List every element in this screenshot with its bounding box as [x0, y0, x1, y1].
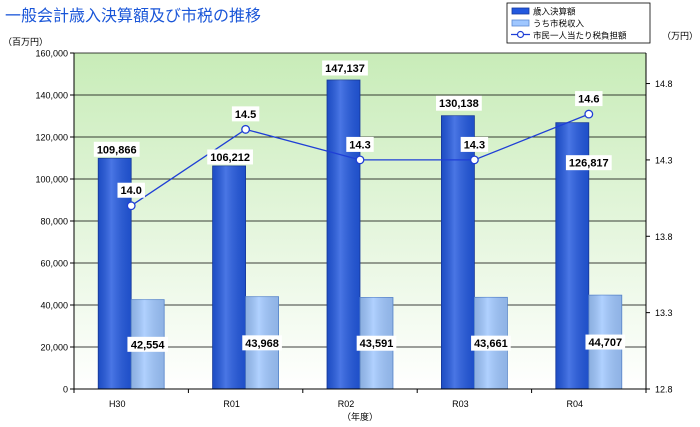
tax-burden-point-h30 — [126, 201, 136, 211]
y-tick-label: 160,000 — [35, 49, 68, 59]
data-label-revenue-r02-box — [322, 60, 368, 76]
legend-label-tax-burden: 市民一人当たり税負担額 — [533, 31, 627, 42]
data-label-tax-burden-r01-box — [231, 106, 260, 122]
data-label-tax-burden-r04-text: 14.6 — [578, 94, 599, 106]
data-label-tax-burden-h30: 14.0 — [117, 182, 145, 198]
y-tick-label: 100,000 — [35, 175, 68, 185]
data-label-revenue-r01: 106,212 — [207, 149, 253, 165]
data-label-tax-burden-r03-box — [460, 136, 489, 152]
data-label-tax-burden-h30-text: 14.0 — [120, 185, 141, 197]
data-label-tax-burden-r01: 14.5 — [231, 106, 260, 122]
y-tick-label: 80,000 — [40, 217, 68, 227]
data-label-revenue-r01-text: 106,212 — [210, 152, 250, 164]
y-tick-label: 20,000 — [40, 343, 68, 353]
data-label-city-tax-h30-text: 42,554 — [131, 339, 166, 351]
y-axis: 0 20,000 40,000 60,000 80,000 100,000 120,000 1… — [35, 49, 74, 395]
y2-tick-label: 13.3 — [655, 308, 673, 318]
data-label-tax-burden-r03: 14.3 — [460, 136, 489, 152]
y-tick-label: 120,000 — [35, 133, 68, 143]
data-label-tax-burden-r02: 14.3 — [346, 136, 374, 152]
bar-revenue-r01 — [212, 165, 247, 390]
data-label-tax-burden-r04: 14.6 — [575, 91, 603, 107]
legend-label-city-tax: うち市税収入 — [533, 19, 585, 30]
x-tick-label: R02 — [338, 399, 355, 409]
data-label-revenue-r04-box — [565, 155, 612, 171]
data-label-revenue-r04-text: 126,817 — [569, 158, 609, 170]
data-label-city-tax-h30: 42,554 — [127, 336, 168, 352]
tax-burden-point-r04 — [584, 109, 594, 119]
data-label-city-tax-r03-box — [471, 335, 511, 351]
data-label-revenue-r03: 130,138 — [436, 95, 482, 111]
legend: 歳入決算額 うち市税収入 市民一人当たり税負担額 — [506, 2, 651, 44]
x-axis: H30 R01 R02 R03 R04 — [73, 389, 647, 409]
y2-tick-label: 13.8 — [655, 232, 673, 242]
data-label-city-tax-r03-text: 43,661 — [474, 338, 508, 350]
data-label-revenue-r02-text: 147,137 — [325, 63, 365, 75]
chart-title: 一般会計歳入決算額及び市税の推移 — [5, 6, 261, 25]
data-label-tax-burden-h30-box — [117, 182, 145, 198]
bar-revenue-r02 — [326, 79, 361, 390]
data-label-city-tax-h30-box — [127, 336, 168, 352]
legend-label-revenue: 歳入決算額 — [533, 7, 576, 18]
data-label-tax-burden-r02-box — [346, 136, 374, 152]
y2-axis-unit-label: （万円） — [662, 31, 698, 42]
legend-box — [506, 2, 651, 44]
y-tick-label: 0 — [63, 385, 68, 395]
data-label-revenue-r02: 147,137 — [322, 60, 368, 76]
y2-tick-label: 14.3 — [655, 155, 673, 165]
data-label-revenue-h30-text: 109,866 — [97, 144, 137, 156]
tax-burden-point-r03 — [469, 155, 479, 165]
data-label-revenue-r03-text: 130,138 — [439, 98, 479, 110]
legend-swatch-city-tax — [511, 19, 530, 27]
data-label-city-tax-r02: 43,591 — [356, 335, 397, 351]
tax-burden-point-r01 — [241, 124, 251, 134]
y-tick-label: 40,000 — [40, 301, 68, 311]
legend-swatch-tax-burden-marker — [516, 30, 525, 39]
x-tick-label: R04 — [567, 399, 584, 409]
y-axis-unit-label: （百万円） — [3, 37, 48, 48]
data-label-city-tax-r01-box — [242, 335, 282, 351]
data-label-tax-burden-r02-text: 14.3 — [349, 139, 370, 151]
data-label-city-tax-r01: 43,968 — [242, 335, 282, 351]
data-label-city-tax-r04-text: 44,707 — [588, 337, 622, 349]
y-tick-label: 60,000 — [40, 259, 68, 269]
legend-item-city-tax: うち市税収入 — [511, 19, 585, 30]
x-axis-label: （年度） — [342, 411, 378, 423]
legend-item-tax-burden: 市民一人当たり税負担額 — [511, 31, 627, 42]
x-tick-label: R01 — [223, 399, 240, 409]
data-label-revenue-h30-box — [93, 141, 140, 157]
data-label-revenue-h30: 109,866 — [93, 141, 140, 157]
data-label-city-tax-r02-text: 43,591 — [360, 338, 394, 350]
data-label-city-tax-r04: 44,707 — [585, 334, 626, 350]
y2-tick-label: 14.8 — [655, 79, 673, 89]
data-label-tax-burden-r03-text: 14.3 — [464, 139, 485, 151]
x-tick-label: R03 — [452, 399, 469, 409]
data-label-tax-burden-r04-box — [575, 91, 603, 107]
data-label-city-tax-r03: 43,661 — [471, 335, 511, 351]
data-label-tax-burden-r01-text: 14.5 — [235, 109, 256, 121]
tax-burden-point-r02 — [355, 155, 365, 165]
y-tick-label: 140,000 — [35, 91, 68, 101]
data-label-city-tax-r01-text: 43,968 — [245, 338, 279, 350]
legend-item-revenue: 歳入決算額 — [511, 7, 576, 18]
data-label-revenue-r01-box — [207, 149, 253, 165]
data-label-city-tax-r04-box — [585, 334, 626, 350]
legend-swatch-revenue — [511, 7, 530, 15]
data-labels: 109,866 106,212 147,137 130,138 126,817 42,55… — [93, 60, 626, 352]
y2-tick-label: 12.8 — [655, 385, 673, 395]
data-label-revenue-r04: 126,817 — [565, 155, 612, 171]
x-tick-label: H30 — [109, 399, 126, 409]
y2-axis: 12.8 13.3 13.8 14.3 14.8 — [646, 79, 673, 395]
data-label-revenue-r03-box — [436, 95, 482, 111]
data-label-city-tax-r02-box — [356, 335, 397, 351]
bar-revenue-r03 — [440, 115, 475, 390]
